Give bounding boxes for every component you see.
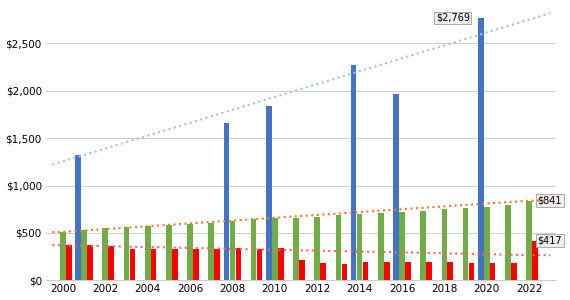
Bar [505,205,511,280]
Bar [447,262,453,280]
Bar [60,232,66,280]
Bar [172,249,178,280]
Bar [223,123,229,280]
Text: $417: $417 [538,236,562,246]
Text: $2,769: $2,769 [436,13,470,23]
Bar [151,249,156,280]
Bar [399,212,405,280]
Bar [426,262,432,280]
Bar [66,245,72,280]
Bar [129,249,135,280]
Bar [378,213,384,280]
Bar [188,224,193,280]
Bar [209,223,214,280]
Bar [420,211,426,280]
Bar [278,248,284,280]
Bar [351,65,356,280]
Bar [82,230,87,280]
Bar [293,218,299,280]
Bar [526,201,532,280]
Bar [478,18,483,280]
Bar [490,263,495,280]
Bar [469,263,474,280]
Bar [272,218,278,280]
Bar [193,249,199,280]
Bar [315,217,320,280]
Bar [103,228,108,280]
Bar [341,264,347,280]
Bar [251,219,256,280]
Bar [363,262,368,280]
Bar [145,226,150,280]
Bar [320,263,326,280]
Bar [484,207,490,280]
Bar [463,208,469,280]
Bar [235,248,241,280]
Bar [214,249,220,280]
Bar [384,262,389,280]
Bar [299,260,305,280]
Bar [336,215,341,280]
Bar [405,262,411,280]
Text: $841: $841 [538,196,562,206]
Bar [511,263,516,280]
Bar [87,245,93,280]
Bar [442,209,447,280]
Bar [108,246,114,280]
Bar [266,106,272,280]
Bar [75,155,81,280]
Bar [357,214,363,280]
Bar [124,227,129,280]
Bar [166,225,172,280]
Bar [256,249,262,280]
Bar [230,220,235,280]
Bar [532,241,538,280]
Bar [393,94,399,280]
